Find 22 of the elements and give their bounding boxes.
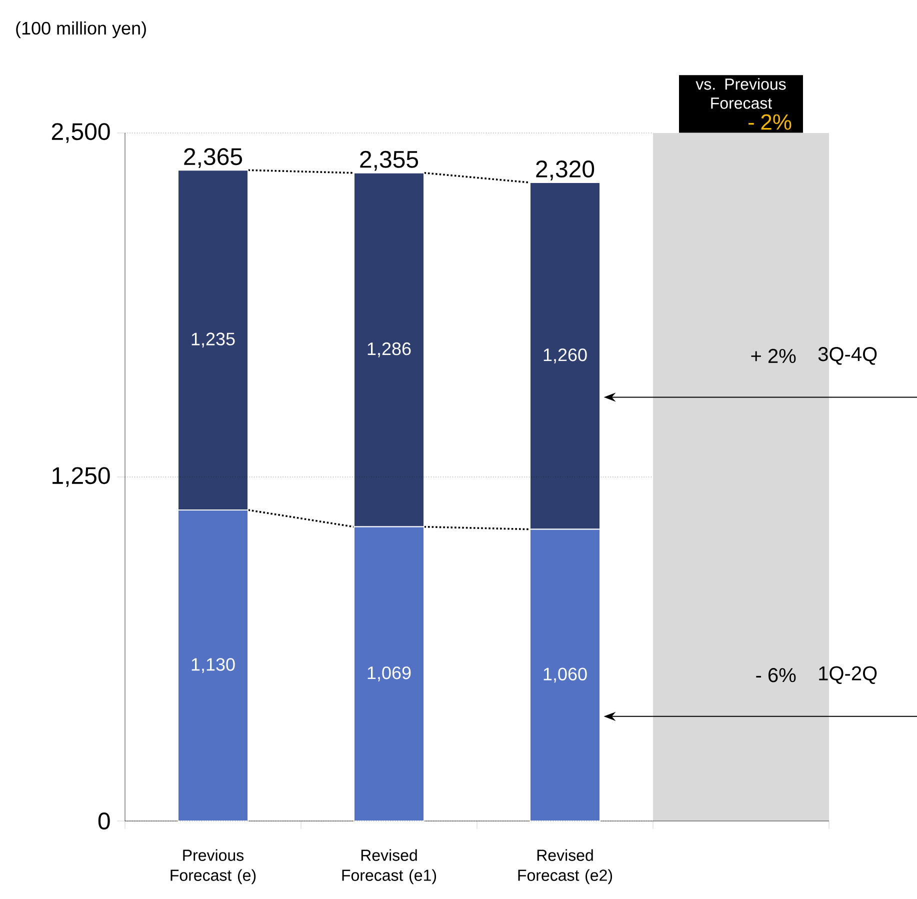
text: + 2% [751, 348, 796, 363]
y-tick-label: 0 [98, 812, 110, 830]
data-label: 1,286 [368, 342, 411, 358]
x-tick-label: Revised Forecast (e2) [518, 849, 612, 884]
y-axis-title: (100 million yen) [16, 21, 146, 38]
x-tick-label: Previous Forecast (e) [170, 849, 256, 884]
data-label: 1,235 [192, 332, 235, 348]
data-label: 1,130 [192, 658, 235, 673]
x-tick-label: Revised Forecast (e1) [342, 849, 436, 884]
y-tick-label: 1,250 [52, 467, 110, 487]
text: 3Q-4Q [818, 347, 877, 365]
text: - 6% [756, 668, 796, 682]
text: 1Q-2Q [819, 666, 877, 684]
data-label: 1,069 [368, 666, 411, 682]
data-label: 1,260 [544, 348, 587, 364]
text: - 2% [748, 114, 792, 130]
y-tick-label: 2,500 [52, 123, 110, 143]
total-label: 2,365 [184, 148, 242, 168]
data-label: 1,060 [544, 668, 587, 683]
total-label: 2,320 [536, 160, 594, 180]
text: vs. Previous Forecast [696, 78, 786, 109]
total-label: 2,355 [360, 150, 418, 171]
